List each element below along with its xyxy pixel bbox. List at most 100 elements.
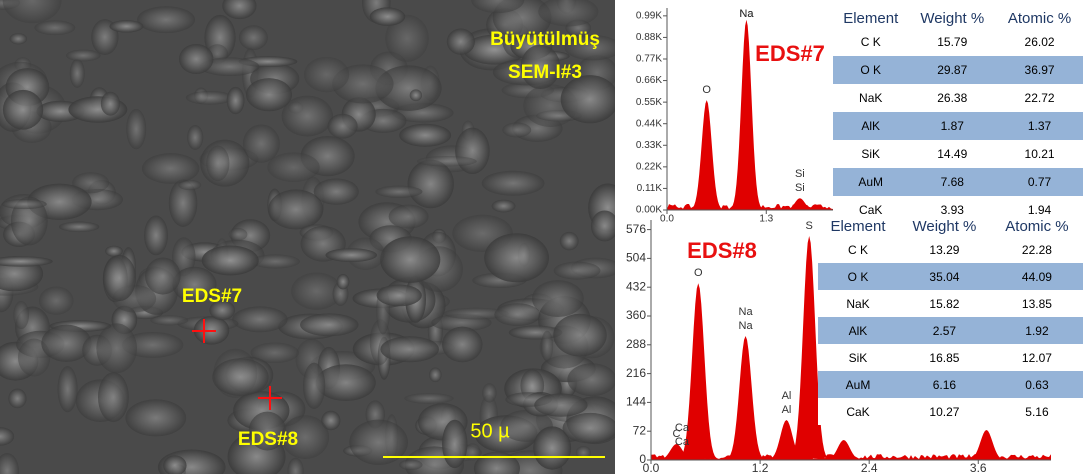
grain [227, 87, 245, 114]
grain [187, 125, 203, 150]
scale-label: 50 µ [470, 420, 510, 442]
grain [232, 306, 287, 332]
x-tick-label: 2.4 [861, 461, 878, 474]
table-cell: O K [818, 263, 898, 290]
peak-label: Si [795, 168, 805, 180]
y-tick-label: 72 [633, 423, 647, 437]
grain [186, 91, 234, 105]
x-tick-label: 3.6 [970, 461, 987, 474]
table-cell: C K [818, 236, 898, 263]
table-row: NaK26.3822.72 [833, 84, 1083, 112]
grain [109, 20, 143, 32]
table-cell: Element [818, 216, 898, 236]
grain [268, 189, 323, 229]
y-tick-label: 504 [626, 251, 646, 265]
table-cell: 16.85 [898, 344, 991, 371]
peak-label: Na [739, 320, 754, 332]
table-cell: 13.29 [898, 236, 991, 263]
grain [96, 323, 137, 373]
table-row: ElementWeight %Atomic % [818, 216, 1083, 236]
grain [534, 393, 587, 416]
grain [145, 258, 181, 295]
grain [560, 232, 579, 250]
sem-title: Büyütülmüş [490, 29, 600, 50]
grain [58, 366, 78, 412]
grain [144, 216, 168, 256]
table-cell: AuM [818, 371, 898, 398]
y-tick-label: 0.99K [636, 10, 662, 21]
table-cell: 26.38 [908, 84, 996, 112]
table-cell: 5.16 [991, 398, 1083, 425]
grain [212, 358, 268, 396]
grain [328, 114, 358, 139]
peak-label: Al [782, 390, 792, 402]
grain [442, 327, 483, 363]
table-cell: 15.82 [898, 290, 991, 317]
table-cell: AlK [833, 112, 908, 140]
grain [494, 303, 540, 326]
table-cell: 1.92 [991, 317, 1083, 344]
grain [567, 363, 616, 396]
grain [246, 78, 292, 111]
grain [455, 128, 490, 174]
grain [591, 210, 618, 241]
table-cell: 2.57 [898, 317, 991, 344]
peak-label: Na [739, 8, 754, 20]
table-cell: 0.63 [991, 371, 1083, 398]
grain [98, 372, 129, 422]
table-cell: 22.72 [996, 84, 1083, 112]
table-cell: 12.07 [991, 344, 1083, 371]
table-cell: AlK [818, 317, 898, 344]
grain [2, 199, 47, 209]
y-tick-label: 0.55K [636, 97, 662, 108]
x-tick-label: 0.0 [660, 214, 674, 225]
table-cell: NaK [818, 290, 898, 317]
grain [206, 146, 229, 182]
table-cell: 29.87 [908, 56, 996, 84]
grain [326, 248, 378, 262]
grain [66, 50, 101, 62]
grain [303, 363, 325, 409]
grain [150, 315, 188, 325]
grain [34, 20, 75, 35]
table-cell: 44.09 [991, 263, 1083, 290]
table-cell: 26.02 [996, 28, 1083, 56]
y-tick-label: 288 [626, 337, 646, 351]
grain [482, 383, 496, 402]
grain [408, 160, 454, 209]
grain [484, 233, 549, 282]
table-cell: 35.04 [898, 263, 991, 290]
table-cell: Element [833, 8, 908, 28]
table-cell: 7.68 [908, 168, 996, 196]
table-cell: 10.27 [898, 398, 991, 425]
grain [554, 262, 601, 280]
grain [300, 313, 358, 336]
table-cell: 36.97 [996, 56, 1083, 84]
grain [251, 342, 299, 363]
grain [125, 399, 186, 436]
y-tick-label: 0.22K [636, 161, 662, 172]
table-cell: 13.85 [991, 290, 1083, 317]
table: ElementWeight %Atomic %C K13.2922.28O K3… [818, 216, 1083, 425]
peak-label: Ca [675, 422, 690, 434]
grain [563, 413, 618, 444]
grain [417, 156, 477, 167]
grain [447, 29, 475, 55]
table-cell: O K [833, 56, 908, 84]
grain [349, 420, 408, 465]
table-cell: C K [833, 28, 908, 56]
grain [10, 33, 28, 44]
page: Büyütülmüş SEM-I#3 EDS#7 EDS#8 50 µ EDS#… [0, 0, 1083, 474]
grain [179, 44, 213, 74]
table-cell: Atomic % [996, 8, 1083, 28]
grain [304, 57, 349, 92]
